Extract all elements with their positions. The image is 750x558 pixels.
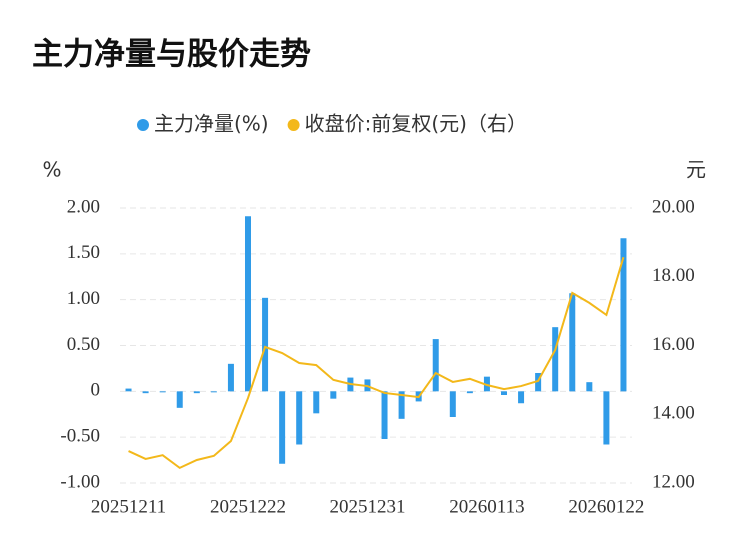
bar xyxy=(466,391,473,394)
bar xyxy=(227,363,234,392)
x-tick-label: 20260113 xyxy=(449,496,524,517)
bar xyxy=(449,391,456,417)
legend-marker xyxy=(287,119,300,131)
bar xyxy=(245,216,251,392)
bar xyxy=(535,373,542,392)
y-tick-label: -0.50 xyxy=(60,426,100,447)
legend-marker xyxy=(137,119,149,131)
y-tick-label: 0 xyxy=(91,380,101,401)
bar xyxy=(159,391,166,393)
line xyxy=(128,256,625,470)
bar xyxy=(210,391,217,393)
bar xyxy=(586,382,593,392)
bar xyxy=(569,293,576,392)
bar xyxy=(603,391,610,445)
bar xyxy=(620,238,627,392)
bar xyxy=(330,391,337,399)
x-tick-label: 20251231 xyxy=(329,496,405,517)
bar xyxy=(296,391,303,445)
y-tick-label: 2.00 xyxy=(67,196,100,217)
bar xyxy=(279,391,286,464)
y2-tick-label: 18.00 xyxy=(652,265,695,286)
y-tick-label: 1.00 xyxy=(67,288,100,309)
bar xyxy=(501,391,507,395)
bar xyxy=(398,391,405,419)
bar xyxy=(432,339,439,392)
y-tick-label: 1.50 xyxy=(67,242,100,263)
bar xyxy=(142,391,149,394)
bar xyxy=(552,327,559,392)
bar xyxy=(262,297,269,392)
y2-tick-label: 20.00 xyxy=(652,196,695,217)
x-tick-label: 20260122 xyxy=(568,496,644,517)
x-tick-label: 20251211 xyxy=(91,496,166,517)
bar xyxy=(313,391,320,414)
x-tick-label: 20251222 xyxy=(210,496,286,517)
bar xyxy=(176,391,183,408)
y-tick-label: 0.50 xyxy=(67,334,100,355)
y2-tick-label: 12.00 xyxy=(652,471,695,492)
y2-tick-label: 16.00 xyxy=(652,334,695,355)
y2-tick-label: 14.00 xyxy=(652,403,695,424)
y-axis-label: % xyxy=(42,158,61,182)
bar xyxy=(125,388,132,392)
bar xyxy=(193,391,200,394)
y-tick-label: -1.00 xyxy=(60,471,100,492)
legend-label: 主力净量(%) xyxy=(154,112,269,136)
y2-axis-label: 元 xyxy=(686,158,706,182)
bar xyxy=(381,391,388,439)
chart-title: 主力净量与股价走势 xyxy=(32,37,311,73)
bar xyxy=(518,391,525,404)
legend-label: 收盘价:前复权(元)（右） xyxy=(305,112,527,136)
